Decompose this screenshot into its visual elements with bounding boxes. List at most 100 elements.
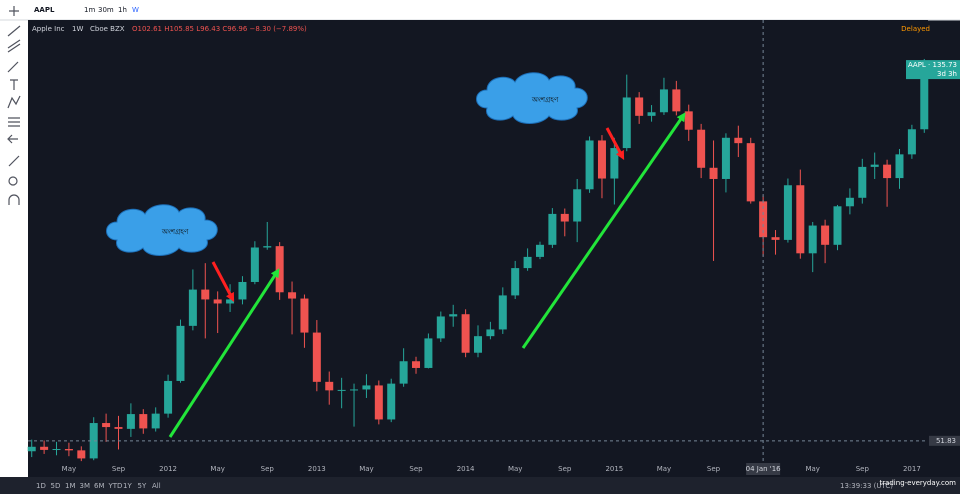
candle-body [40,446,49,450]
cloud-callout [476,72,588,124]
candle-body [560,213,569,222]
range-button[interactable]: 1Y [123,482,132,490]
candle-body [610,148,619,179]
last-price-box [906,60,960,80]
range-button[interactable]: 6M [94,482,105,490]
candle-body [808,225,817,254]
candle-body [424,338,433,368]
interval-button[interactable]: 30m [98,6,114,14]
x-tick-label: May [62,465,76,473]
legend-ohlc: O102.61 H105.85 L96.43 C96.96 −8.30 (−7.… [132,25,307,33]
candle-body [64,449,73,451]
candle-body [102,423,111,428]
candle-body [870,164,879,167]
annotation-arrow [168,268,280,438]
x-tick-label: May [805,465,819,473]
range-button[interactable]: 5D [51,482,61,490]
candle-body [523,256,532,269]
candle-body [126,414,135,429]
drawing-tools[interactable] [7,6,21,205]
range-button[interactable]: 5Y [138,482,147,490]
range-button[interactable]: 1M [65,482,76,490]
candle-body [833,206,842,245]
last-price-countdown: 3d 3h [937,70,957,78]
candle-body [486,329,495,337]
clock: 13:39:33 (UTC) [840,482,893,490]
candle-body [709,167,718,179]
candle-body [362,385,371,390]
range-button[interactable]: All [152,482,161,490]
candle-body [52,449,61,451]
watermark: trading-everyday.com [879,479,956,487]
range-button[interactable]: YTD [108,482,123,490]
candle-body [399,361,408,384]
legend-interval: 1W [72,25,83,33]
candle-body [201,289,210,300]
candle-body [250,247,259,282]
candle-body [275,246,284,293]
candle-body [27,446,36,452]
candle-body [449,314,458,317]
candle-body [907,129,916,155]
candle-body [895,154,904,179]
x-tick-label: 2014 [457,465,475,473]
candle-body [188,289,197,326]
candle-body [635,97,644,116]
candle-body [337,389,346,391]
candle-body [659,89,668,113]
annotation-arrow [605,127,625,160]
candle-body [920,65,929,130]
candle-body [883,164,892,179]
x-tick-label: 2013 [308,465,326,473]
interval-button[interactable]: W [132,6,139,14]
range-button[interactable]: 1D [36,482,46,490]
range-button[interactable]: 3M [80,482,91,490]
candle-body [139,414,148,429]
annotation-arrow [211,261,235,302]
candle-body [412,361,421,368]
x-tick-label: 2015 [605,465,623,473]
candle-body [461,314,470,353]
candle-body [783,185,792,240]
candle-body [511,268,520,296]
candle-body [796,185,805,254]
candle-body [672,89,681,112]
candle-body [721,137,730,179]
annotation-arrow [521,112,686,349]
x-tick-label: 2012 [159,465,177,473]
candle-body [77,450,86,459]
bottom-bar [0,477,960,494]
candle-body [771,237,780,240]
x-tick-label: May [657,465,671,473]
candle-body [535,244,544,257]
candle-body [114,427,123,429]
left-toolbar [0,20,28,494]
candle-body [647,112,656,116]
candle-body [300,298,309,333]
symbol-search[interactable]: AAPL [34,6,55,14]
candle-body [622,97,631,149]
candle-body [573,189,582,222]
x-tick-label: 2017 [903,465,921,473]
time-axis [28,462,960,477]
candle-body [176,325,185,381]
candle-body [89,423,98,459]
candle-body [226,299,235,304]
candle-body [325,381,334,391]
x-tick-label: Sep [409,465,423,473]
candle-body [684,111,693,130]
candle-body [374,385,383,420]
x-tick-label: Sep [707,465,721,473]
legend-name: Apple Inc [32,25,65,33]
cloud-text: অংশগ্রহণ [531,96,559,104]
legend-exchange: Cboe BZX [90,25,125,33]
top-toolbar [0,0,960,20]
candle-body [697,129,706,168]
candle-body [585,140,594,190]
interval-button[interactable]: 1m [84,6,95,14]
interval-button[interactable]: 1h [118,6,127,14]
crosshair-price-label: 51.83 [936,437,956,445]
cloud-callout [106,204,218,256]
candle-body [164,380,173,414]
x-tick-label: Sep [112,465,126,473]
